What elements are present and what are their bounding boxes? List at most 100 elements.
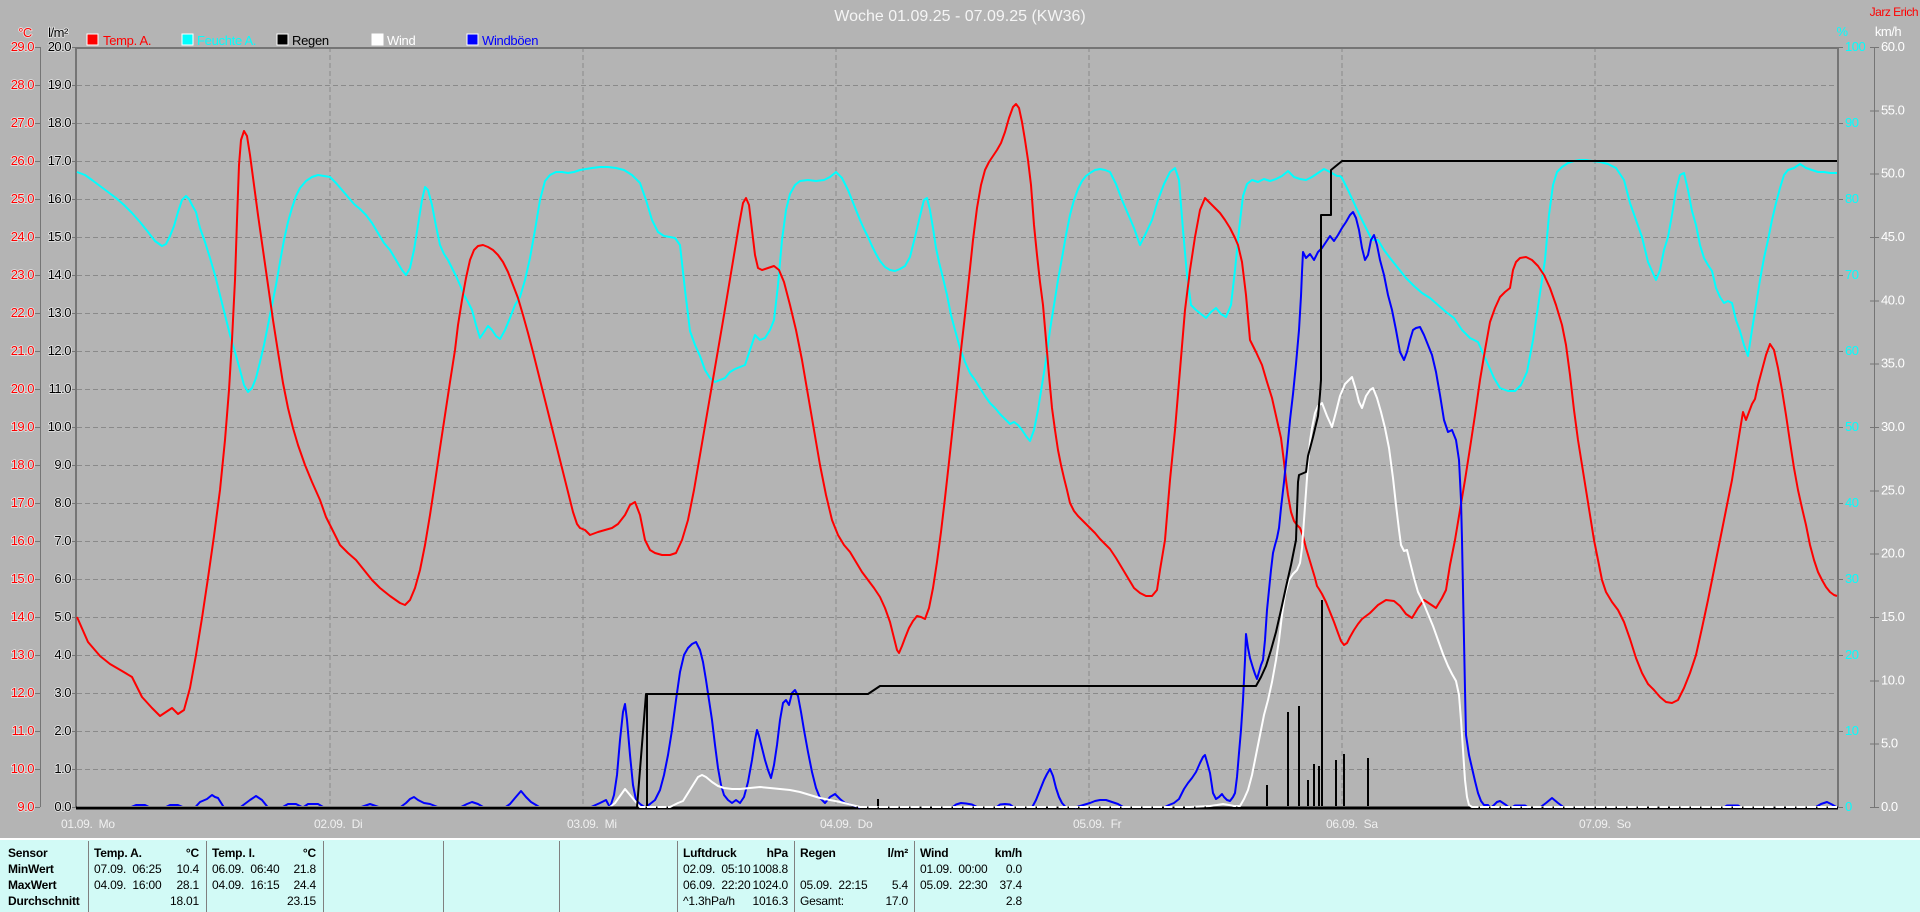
svg-text:1008.8: 1008.8 bbox=[752, 862, 788, 876]
svg-text:24.0: 24.0 bbox=[11, 229, 35, 244]
svg-text:4.0: 4.0 bbox=[54, 647, 71, 662]
svg-text:50: 50 bbox=[1845, 419, 1859, 434]
svg-text:9.0: 9.0 bbox=[54, 457, 71, 472]
svg-text:7.0: 7.0 bbox=[54, 533, 71, 548]
svg-text:10.4: 10.4 bbox=[176, 862, 199, 876]
svg-text:Wind: Wind bbox=[920, 846, 948, 860]
svg-text:11.0: 11.0 bbox=[49, 381, 72, 396]
svg-text:07.09. 06:25: 07.09. 06:25 bbox=[94, 862, 162, 876]
svg-text:23.15: 23.15 bbox=[287, 894, 317, 908]
svg-text:16.0: 16.0 bbox=[48, 191, 72, 206]
svg-text:90: 90 bbox=[1845, 115, 1859, 130]
svg-text:10: 10 bbox=[1845, 723, 1859, 738]
svg-text:60.0: 60.0 bbox=[1881, 39, 1905, 54]
svg-text:15.0: 15.0 bbox=[11, 571, 35, 586]
svg-text:01.09. 00:00: 01.09. 00:00 bbox=[920, 862, 988, 876]
svg-text:19.0: 19.0 bbox=[48, 77, 72, 92]
svg-text:17.0: 17.0 bbox=[11, 495, 35, 510]
svg-text:26.0: 26.0 bbox=[11, 153, 35, 168]
svg-text:18.01: 18.01 bbox=[170, 894, 200, 908]
svg-text:70: 70 bbox=[1845, 267, 1859, 282]
svg-text:14.0: 14.0 bbox=[48, 267, 72, 282]
svg-text:37.4: 37.4 bbox=[999, 878, 1022, 892]
svg-text:35.0: 35.0 bbox=[1881, 356, 1905, 371]
svg-text:Gesamt:: Gesamt: bbox=[800, 894, 844, 908]
svg-text:°C: °C bbox=[18, 25, 32, 40]
svg-text:km/h: km/h bbox=[995, 846, 1022, 860]
svg-text:50.0: 50.0 bbox=[1881, 166, 1905, 181]
svg-text:20.0: 20.0 bbox=[1881, 546, 1905, 561]
svg-text:1024.0: 1024.0 bbox=[752, 878, 788, 892]
svg-text:30.0: 30.0 bbox=[1881, 419, 1905, 434]
svg-text:2.0: 2.0 bbox=[54, 723, 71, 738]
svg-text:Regen: Regen bbox=[292, 33, 329, 48]
svg-text:04.09. 16:15: 04.09. 16:15 bbox=[212, 878, 280, 892]
svg-text:11.0: 11.0 bbox=[12, 723, 35, 738]
svg-text:15.0: 15.0 bbox=[48, 229, 72, 244]
svg-text:23.0: 23.0 bbox=[11, 267, 35, 282]
svg-text:20: 20 bbox=[1845, 647, 1859, 662]
svg-text:06.09. Sa: 06.09. Sa bbox=[1326, 817, 1378, 831]
svg-text:1.0: 1.0 bbox=[54, 761, 71, 776]
svg-text:29.0: 29.0 bbox=[11, 39, 35, 54]
svg-text:25.0: 25.0 bbox=[1881, 482, 1905, 497]
svg-text:80: 80 bbox=[1845, 191, 1859, 206]
svg-text:100: 100 bbox=[1845, 39, 1865, 54]
svg-text:12.0: 12.0 bbox=[11, 685, 35, 700]
svg-text:2.8: 2.8 bbox=[1006, 894, 1023, 908]
svg-text:45.0: 45.0 bbox=[1881, 229, 1905, 244]
svg-text:3.0: 3.0 bbox=[54, 685, 71, 700]
svg-text:Temp. A.: Temp. A. bbox=[94, 846, 142, 860]
svg-text:28.1: 28.1 bbox=[176, 878, 199, 892]
svg-text:0: 0 bbox=[1845, 799, 1852, 814]
svg-text:10.0: 10.0 bbox=[11, 761, 35, 776]
svg-text:Windböen: Windböen bbox=[482, 33, 538, 48]
svg-text:Durchschnitt: Durchschnitt bbox=[8, 894, 80, 908]
svg-text:Luftdruck: Luftdruck bbox=[683, 846, 737, 860]
svg-text:06.09. 06:40: 06.09. 06:40 bbox=[212, 862, 280, 876]
svg-text:06.09. 22:20: 06.09. 22:20 bbox=[683, 878, 751, 892]
svg-text:19.0: 19.0 bbox=[11, 419, 35, 434]
svg-text:17.0: 17.0 bbox=[48, 153, 72, 168]
svg-text:l/m²: l/m² bbox=[48, 25, 69, 40]
svg-text:Feuchte A.: Feuchte A. bbox=[197, 33, 256, 48]
svg-text:24.4: 24.4 bbox=[293, 878, 316, 892]
svg-text:5.4: 5.4 bbox=[892, 878, 909, 892]
svg-text:30: 30 bbox=[1845, 571, 1859, 586]
svg-text:22.0: 22.0 bbox=[11, 305, 35, 320]
svg-text:Wind: Wind bbox=[387, 33, 415, 48]
svg-text:Temp. I.: Temp. I. bbox=[212, 846, 255, 860]
svg-text:10.0: 10.0 bbox=[48, 419, 72, 434]
svg-text:04.09. 16:00: 04.09. 16:00 bbox=[94, 878, 162, 892]
svg-text:0.0: 0.0 bbox=[1881, 799, 1898, 814]
svg-text:03.09. Mi: 03.09. Mi bbox=[567, 817, 617, 831]
svg-text:27.0: 27.0 bbox=[11, 115, 35, 130]
svg-text:l/m²: l/m² bbox=[887, 846, 908, 860]
svg-text:0.0: 0.0 bbox=[1006, 862, 1023, 876]
svg-text:MaxWert: MaxWert bbox=[8, 878, 57, 892]
svg-text:13.0: 13.0 bbox=[48, 305, 72, 320]
svg-text:55.0: 55.0 bbox=[1881, 102, 1905, 117]
svg-text:Jarz Erich: Jarz Erich bbox=[1870, 5, 1918, 19]
svg-text:07.09. So: 07.09. So bbox=[1579, 817, 1631, 831]
svg-text:13.0: 13.0 bbox=[11, 647, 35, 662]
svg-text:28.0: 28.0 bbox=[11, 77, 35, 92]
svg-text:01.09. Mo: 01.09. Mo bbox=[61, 817, 115, 831]
svg-text:°C: °C bbox=[186, 846, 200, 860]
svg-text:15.0: 15.0 bbox=[1881, 609, 1905, 624]
svg-text:17.0: 17.0 bbox=[885, 894, 908, 908]
svg-text:Woche 01.09.25 - 07.09.25 (KW3: Woche 01.09.25 - 07.09.25 (KW36) bbox=[834, 8, 1085, 25]
svg-text:%: % bbox=[1836, 24, 1848, 39]
svg-text:5.0: 5.0 bbox=[1881, 736, 1898, 751]
svg-text:km/h: km/h bbox=[1875, 24, 1901, 39]
svg-text:°C: °C bbox=[303, 846, 317, 860]
svg-text:02.09. Di: 02.09. Di bbox=[314, 817, 362, 831]
svg-text:25.0: 25.0 bbox=[11, 191, 35, 206]
svg-text:05.09. Fr: 05.09. Fr bbox=[1073, 817, 1122, 831]
svg-text:05.09. 22:15: 05.09. 22:15 bbox=[800, 878, 868, 892]
svg-text:40.0: 40.0 bbox=[1881, 292, 1905, 307]
svg-text:1016.3: 1016.3 bbox=[752, 894, 788, 908]
svg-text:21.0: 21.0 bbox=[11, 343, 35, 358]
svg-text:Sensor: Sensor bbox=[8, 846, 48, 860]
svg-text:Regen: Regen bbox=[800, 846, 836, 860]
